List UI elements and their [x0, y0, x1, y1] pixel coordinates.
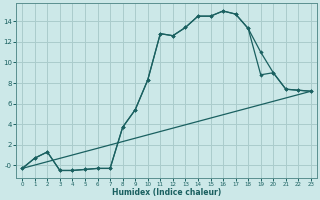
X-axis label: Humidex (Indice chaleur): Humidex (Indice chaleur)	[112, 188, 221, 197]
